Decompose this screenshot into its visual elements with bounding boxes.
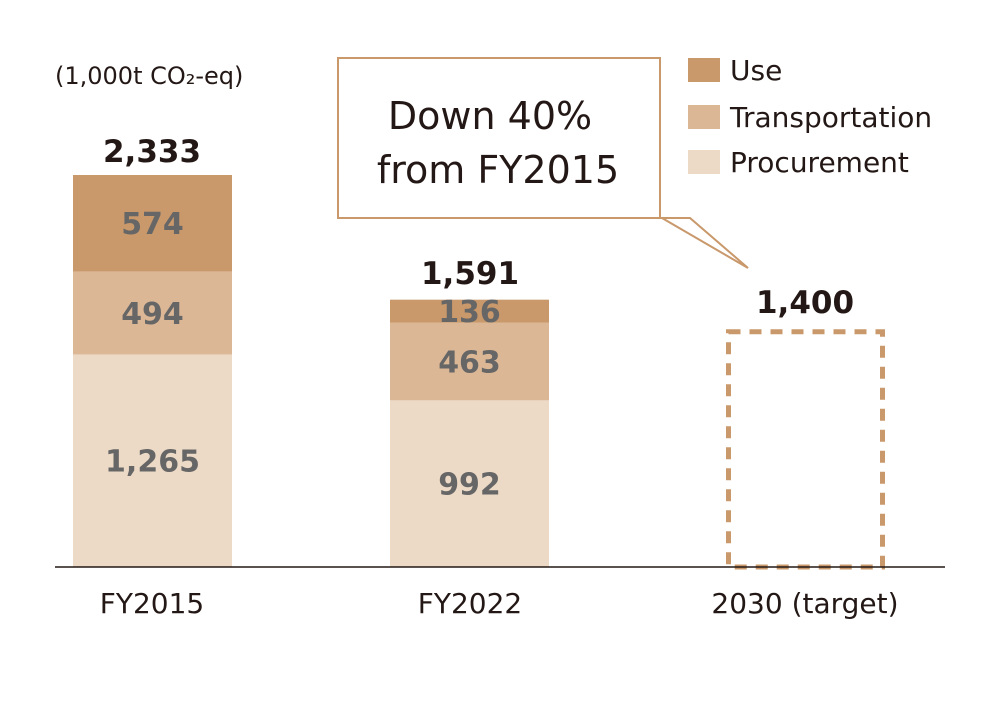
unit-label: (1,000t CO₂-eq): [55, 62, 243, 90]
bar-segment-use-1: [390, 299, 549, 323]
legend-swatch-procurement: [688, 150, 720, 174]
legend-label-transportation: Transportation: [729, 101, 932, 134]
bars: 1,265 494 574 992 463 136: [73, 175, 885, 570]
target-bar-2030: [726, 329, 885, 570]
legend-label-procurement: Procurement: [730, 146, 909, 179]
x-tick-2030: 2030 (target): [711, 587, 898, 620]
bar-segment-transportation-1: [390, 322, 549, 401]
callout-line-1: Down 40%: [388, 94, 592, 138]
x-tick-fy2022: FY2022: [418, 587, 522, 620]
bar-segment-transportation-0: [73, 271, 232, 355]
legend-swatch-use: [688, 58, 720, 82]
x-tick-fy2015: FY2015: [100, 587, 204, 620]
total-label-2030: 1,400: [756, 285, 854, 321]
segment-label-procurement-0: 1,265: [105, 445, 200, 480]
legend-label-use: Use: [730, 54, 782, 87]
segment-label-transportation-0: 494: [121, 297, 184, 332]
total-label-fy2022: 1,591: [421, 256, 519, 292]
segment-label-transportation-1: 463: [438, 345, 501, 380]
legend-swatch-transportation: [688, 105, 720, 129]
callout-line-2: from FY2015: [377, 148, 619, 192]
bar-segment-use-0: [73, 175, 232, 272]
segment-label-use-1: 136: [438, 295, 501, 330]
callout-fill: [339, 59, 659, 217]
bar-segment-procurement-0: [73, 354, 232, 567]
segment-label-procurement-1: 992: [438, 468, 501, 503]
bar-segment-procurement-1: [390, 400, 549, 567]
total-label-fy2015: 2,333: [103, 134, 201, 170]
segment-label-use-0: 574: [121, 207, 184, 242]
